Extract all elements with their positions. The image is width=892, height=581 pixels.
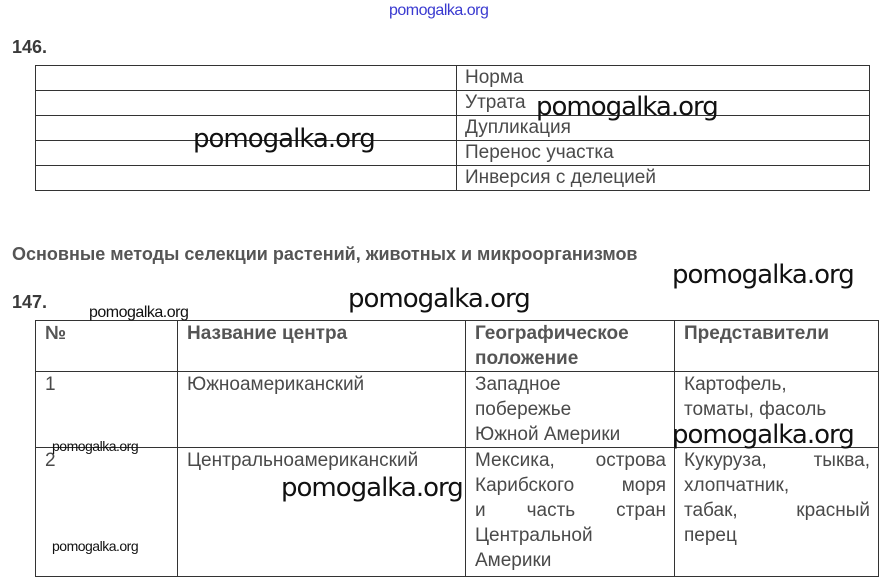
task-147-number: 147. <box>12 292 48 312</box>
table-row: 1 Южноамериканский Западное побережье Юж… <box>35 371 879 448</box>
header-representatives: Представители <box>674 320 879 372</box>
watermark: pomogalka.org <box>536 92 719 122</box>
line: Западное <box>475 374 561 395</box>
line: Америки <box>475 550 552 571</box>
empty-cell <box>35 65 457 91</box>
header-number: № <box>35 320 178 372</box>
empty-cell <box>35 90 457 116</box>
watermark: pomogalka.org <box>281 473 464 503</box>
mutation-cell: Утрата <box>456 90 870 116</box>
header-center-name: Название центра <box>177 320 466 372</box>
line: побережье <box>475 399 572 420</box>
line: перец <box>684 525 737 546</box>
header-location: Географическое положение <box>465 320 675 372</box>
cell-representatives: Кукуруза, тыква, хлопчатник, табак, крас… <box>674 447 879 577</box>
task-146-number: 146. <box>12 37 48 57</box>
watermark: pomogalka.org <box>52 438 139 454</box>
watermark: pomogalka.org <box>348 284 531 314</box>
mutation-cell: Инверсия с делецией <box>456 165 870 191</box>
line: Центральной <box>475 525 593 546</box>
cell-center-name: Южноамериканский <box>177 371 466 448</box>
empty-cell <box>35 165 457 191</box>
task-147-table: № Название центра Географическое положен… <box>35 320 879 577</box>
empty-cell <box>35 115 457 141</box>
watermark: pomogalka.org <box>89 304 189 321</box>
watermark: pomogalka.org <box>672 260 855 290</box>
watermark: pomogalka.org <box>193 124 376 154</box>
cell-number: 2 <box>35 447 178 577</box>
cell-location: Западное побережье Южной Америки <box>465 371 675 448</box>
line: Кукуруза, тыква, <box>684 450 870 471</box>
line: Южной Америки <box>475 424 621 445</box>
line: табак, красный <box>684 500 870 521</box>
mutation-cell: Норма <box>456 65 870 91</box>
watermark: pomogalka.org <box>52 538 139 554</box>
line: томаты, фасоль <box>684 399 827 420</box>
section-heading: Основные методы селекции растений, живот… <box>12 244 638 264</box>
line: Картофель, <box>684 374 787 395</box>
empty-cell <box>35 140 457 166</box>
watermark: pomogalka.org <box>672 420 855 450</box>
line: хлопчатник, <box>684 475 790 496</box>
line: Карибского моря <box>475 475 666 496</box>
mutation-cell: Перенос участка <box>456 140 870 166</box>
table-header-row: № Название центра Географическое положен… <box>35 320 879 372</box>
cell-location: Мексика, острова Карибского моря и часть… <box>465 447 675 577</box>
line: Мексика, острова <box>475 450 666 471</box>
cell-representatives: Картофель, томаты, фасоль <box>674 371 879 448</box>
line: и часть стран <box>475 500 666 521</box>
cell-center-name: Центральноамериканский <box>177 447 466 577</box>
task-146-table: Норма Утрата Дупликация Перенос участка … <box>35 65 870 191</box>
table-row: 2 Центральноамериканский Мексика, остров… <box>35 447 879 577</box>
watermark-top: pomogalka.org <box>389 2 489 19</box>
cell-number: 1 <box>35 371 178 448</box>
